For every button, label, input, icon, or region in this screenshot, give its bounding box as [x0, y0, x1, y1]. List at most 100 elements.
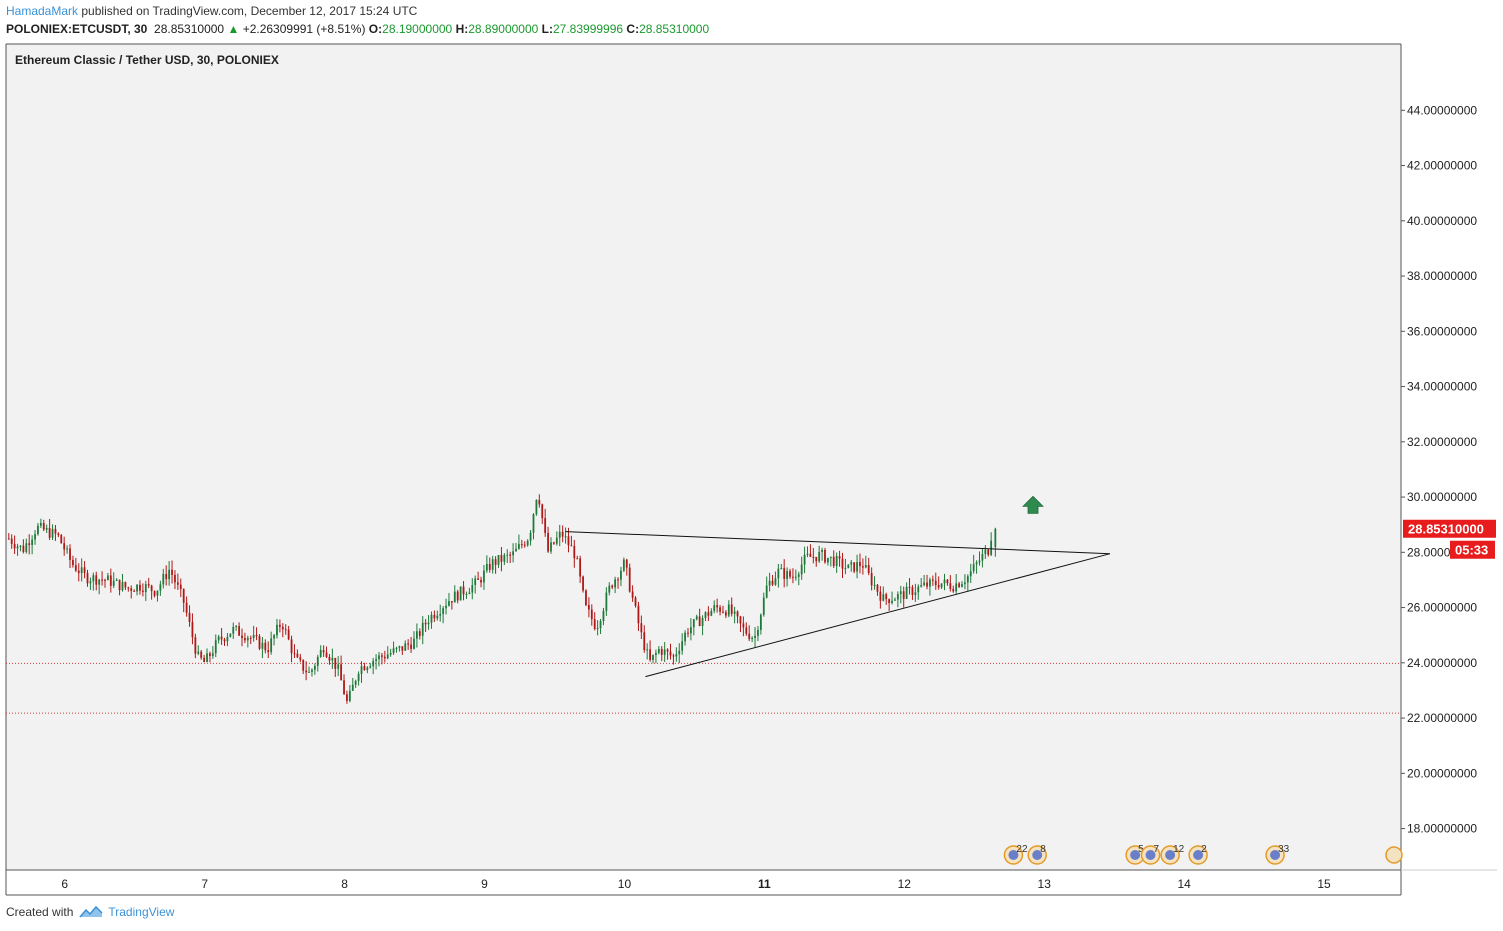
candle-down [585, 590, 587, 606]
candle-up [864, 565, 867, 568]
y-tick-label: 20.00000000 [1407, 766, 1477, 780]
candle-down [287, 629, 290, 640]
tradingview-link[interactable]: TradingView [79, 905, 174, 919]
candle-down [637, 605, 640, 624]
candle-up [518, 544, 520, 549]
candle-up [558, 531, 561, 538]
candle-up [308, 671, 310, 673]
price-axis[interactable]: 44.00000000 42.00000000 40.00000000 38.0000… [1401, 103, 1477, 836]
candle-down [552, 542, 555, 544]
candle-down [628, 567, 631, 592]
candle-down [561, 531, 564, 537]
support-trendline[interactable] [645, 553, 1111, 678]
candle-up [896, 594, 899, 600]
candle-up [994, 528, 997, 548]
tradingview-brand: TradingView [108, 905, 175, 919]
footer: Created with TradingView [6, 905, 174, 919]
candle-up [31, 539, 34, 546]
candle-up [413, 638, 415, 649]
candle-down [634, 597, 637, 606]
candle-up [704, 612, 707, 619]
up-arrow-icon[interactable] [1022, 495, 1044, 514]
candle-down [649, 649, 652, 660]
candle-down [133, 590, 136, 592]
candle-up [806, 553, 809, 555]
trendlines[interactable] [565, 531, 1111, 678]
candle-up [762, 597, 765, 615]
candle-up [378, 655, 380, 660]
candle-down [707, 612, 710, 616]
candle-down [200, 651, 203, 658]
candle-down [783, 568, 786, 579]
candle-down [958, 583, 960, 587]
candle-up [436, 615, 439, 619]
candle-down [305, 670, 308, 673]
us-flag-icon [1145, 850, 1156, 860]
x-tick-label: 8 [341, 877, 348, 891]
candle-down [139, 584, 141, 591]
candle-up [515, 548, 517, 552]
candle-up [37, 525, 39, 535]
x-tick-label: 13 [1038, 877, 1052, 891]
candle-up [497, 555, 500, 565]
candle-up [727, 604, 730, 616]
candle-up [701, 618, 704, 627]
author-link[interactable]: HamadaMark [6, 4, 79, 18]
candle-up [66, 548, 69, 550]
candle-up [369, 666, 372, 668]
candle-up [873, 584, 876, 586]
candle-up [803, 554, 806, 565]
candle-down [150, 585, 153, 592]
candle-up [675, 654, 678, 657]
candle-up [375, 659, 377, 661]
candle-up [856, 562, 858, 572]
economic-events[interactable]: 22 8 5 7 12 2 33 [1003, 844, 1403, 865]
candle-down [952, 588, 955, 592]
low-label: L: [541, 22, 553, 36]
candle-up [366, 667, 369, 670]
candle-up [940, 583, 943, 588]
candle-up [920, 585, 923, 587]
candle-up [211, 653, 214, 656]
y-tick-label: 44.00000000 [1407, 103, 1477, 117]
candle-up [891, 600, 893, 604]
candle-up [273, 635, 275, 639]
candle-up [774, 578, 777, 585]
candle-up [765, 585, 768, 598]
candle-down [101, 579, 103, 581]
candle-down [141, 590, 144, 593]
candle-up [503, 555, 506, 562]
candle-down [946, 579, 949, 584]
candle-up [235, 626, 238, 628]
candle-down [118, 579, 121, 591]
us-flag-icon [1032, 850, 1043, 860]
x-tick-label: 7 [201, 877, 208, 891]
candle-down [576, 558, 579, 560]
candle-up [529, 532, 532, 541]
time-axis[interactable]: 6 7 8 9 10 11 12 13 14 15 [61, 877, 1331, 891]
candle-down [174, 574, 176, 583]
candle-down [593, 619, 596, 629]
resistance-trendline[interactable] [565, 531, 1110, 555]
candle-down [812, 556, 815, 558]
candle-down [238, 626, 240, 636]
open-value: 28.19000000 [382, 22, 453, 36]
candle-up [955, 583, 958, 592]
event-flag-icon[interactable] [1385, 846, 1403, 864]
candle-up [768, 580, 771, 586]
last-price-label-bg [1403, 519, 1496, 538]
candle-down [570, 545, 573, 547]
us-flag-icon [1165, 850, 1176, 860]
candle-up [485, 563, 488, 571]
candle-down [509, 554, 512, 556]
event-count: 2 [1201, 844, 1207, 855]
candle-down [54, 528, 57, 534]
candle-up [681, 641, 684, 651]
candle-up [899, 591, 902, 595]
candle-down [587, 605, 590, 610]
candle-down [908, 586, 911, 588]
candle-up [156, 590, 159, 596]
candle-up [112, 580, 115, 586]
candle-down [290, 639, 293, 654]
